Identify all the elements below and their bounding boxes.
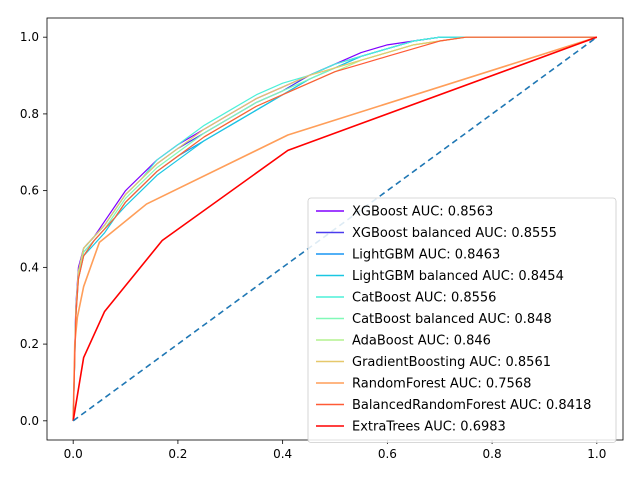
legend-label: LightGBM balanced AUC: 0.8454 [352,269,564,284]
y-tick-label: 0.0 [20,414,39,428]
y-tick-label: 0.2 [20,337,39,351]
y-tick-label: 0.6 [20,184,39,198]
x-tick-label: 1.0 [587,447,606,461]
legend-label: XGBoost AUC: 0.8563 [352,205,493,220]
legend-label: ExtraTrees AUC: 0.6983 [352,420,506,435]
legend-label: CatBoost AUC: 0.8556 [352,291,496,306]
legend-label: LightGBM AUC: 0.8463 [352,248,500,263]
x-tick-label: 0.4 [273,447,292,461]
series-line-extratrees [72,36,598,421]
legend-label: XGBoost balanced AUC: 0.8555 [352,226,557,241]
axes: 0.0 0.2 0.4 0.6 0.8 1.0 0.0 0.2 0.4 0.6 0.8 1.0 [20,17,624,461]
x-tick-label: 0.8 [483,447,502,461]
x-tick-label: 0.0 [64,447,83,461]
x-tick-label: 0.2 [168,447,187,461]
plot-area [72,36,598,422]
legend-label: GradientBoosting AUC: 0.8561 [352,355,551,370]
x-tick-label: 0.6 [378,447,397,461]
legend-box [307,197,617,443]
series-line-balancedrandomforest [72,36,597,421]
legend-label: AdaBoost AUC: 0.846 [352,334,491,349]
y-tick-label: 0.8 [20,107,39,121]
legend: XGBoost AUC: 0.8563 XGBoost balanced AUC:… [307,197,617,443]
legend-label: RandomForest AUC: 0.7568 [352,377,531,392]
y-tick-label: 1.0 [20,30,39,44]
legend-label: BalancedRandomForest AUC: 0.8418 [352,398,591,413]
series-line-gradientboosting [72,36,597,421]
y-tick-label: 0.4 [20,260,39,274]
legend-label: CatBoost balanced AUC: 0.848 [352,312,552,327]
